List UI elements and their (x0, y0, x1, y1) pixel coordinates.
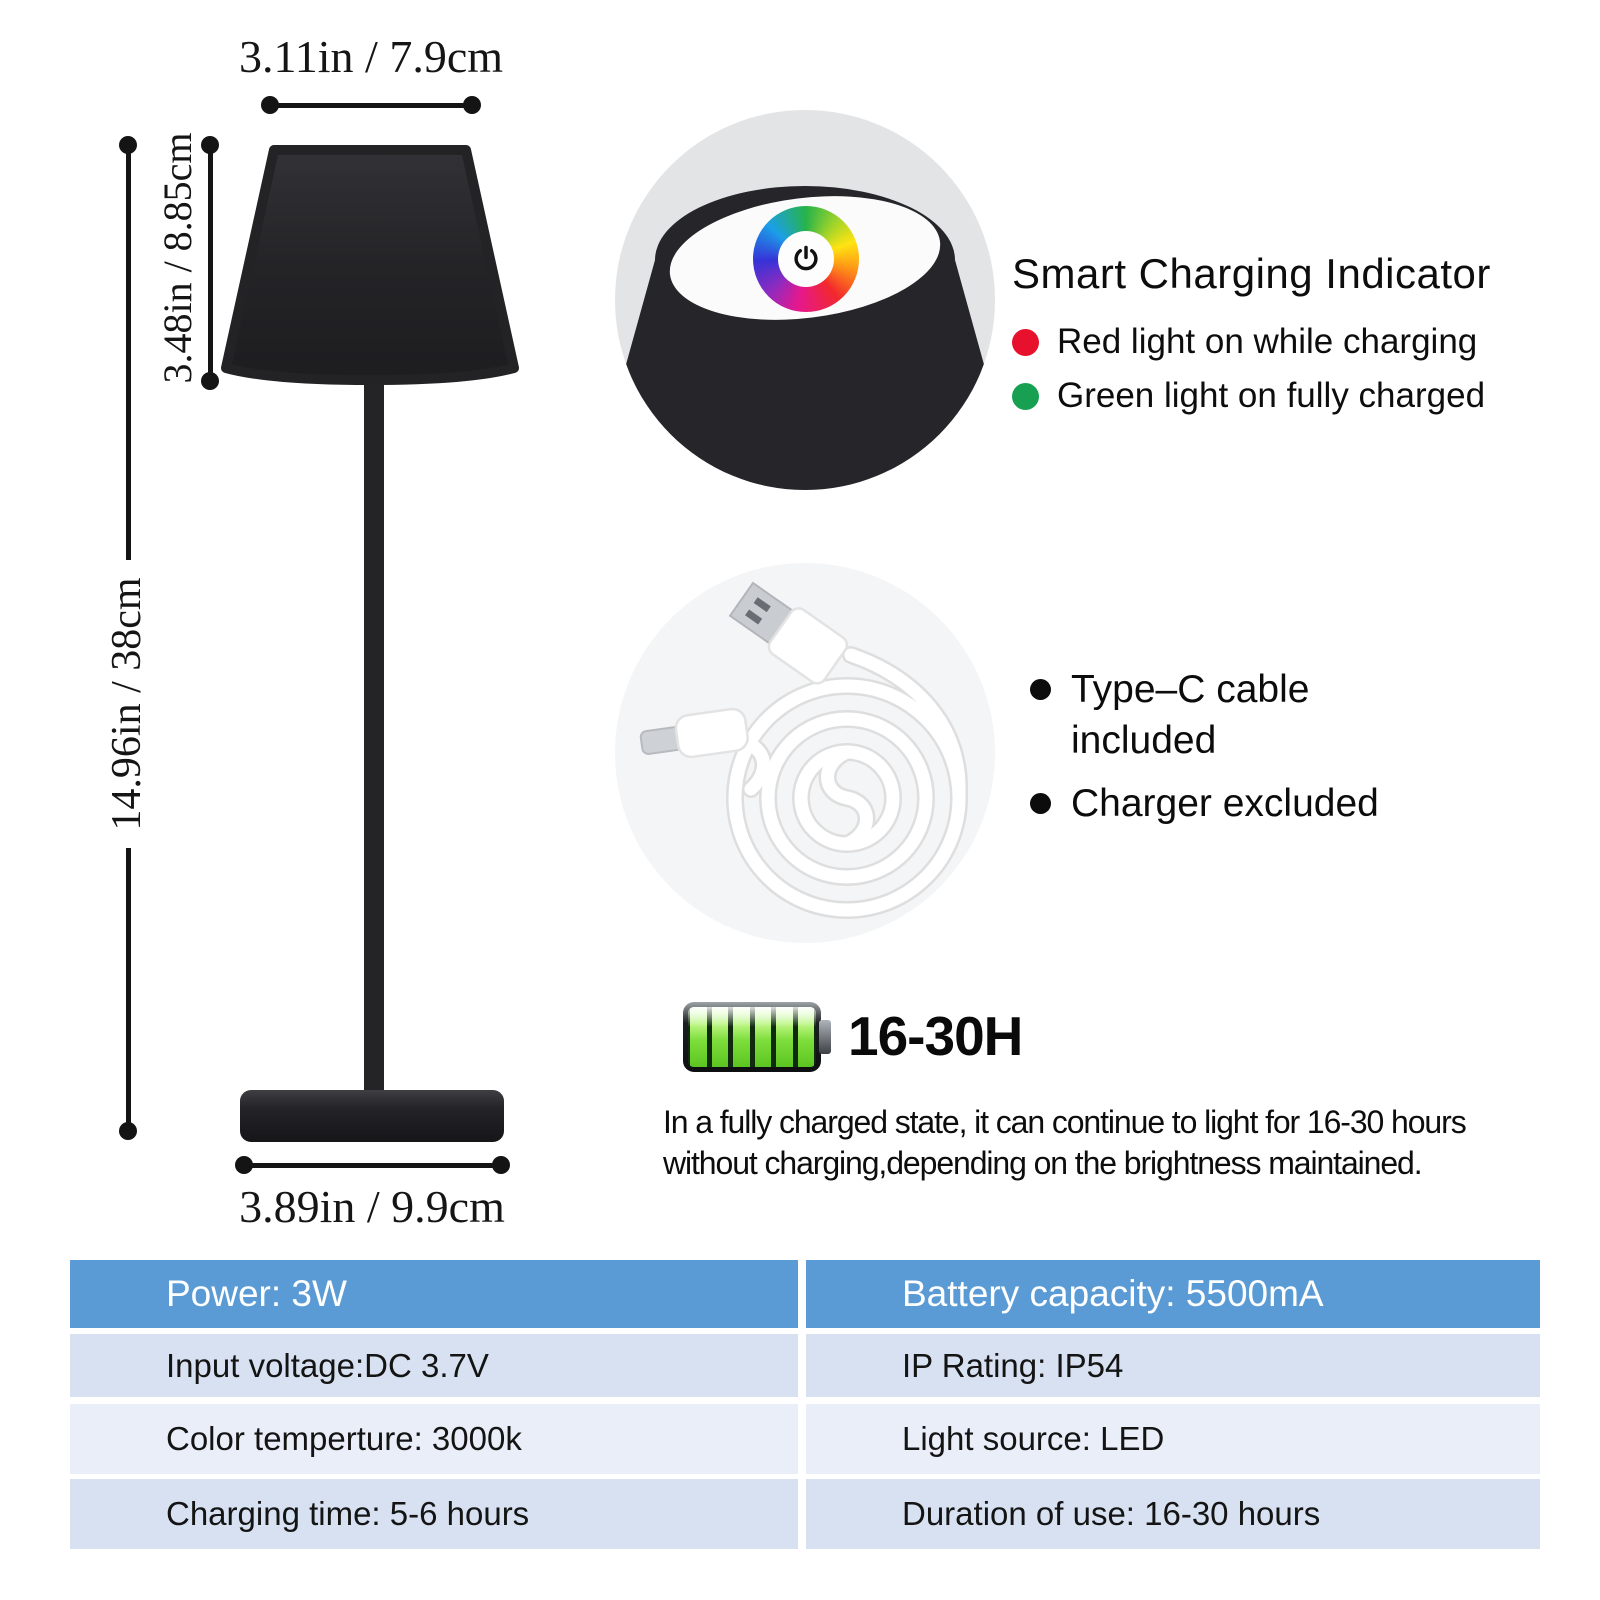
spec-cell: Input voltage:DC 3.7V (70, 1334, 798, 1397)
charging-indicator-list: Red light on while charging Green light … (1012, 322, 1572, 430)
dim-dot (463, 96, 481, 114)
list-item: Type–C cable included (1030, 664, 1510, 766)
bullet-dot (1030, 793, 1051, 814)
spec-header-power: Power: 3W (70, 1260, 798, 1328)
spec-table-row: Color temperture: 3000k Light source: LE… (70, 1404, 1540, 1474)
spec-cell: Light source: LED (806, 1404, 1540, 1474)
dim-total-height-label: 14.96in / 38cm (104, 577, 150, 831)
power-icon (794, 245, 818, 271)
lamp-shade (221, 145, 519, 385)
dim-shade-height-line (208, 145, 213, 381)
spec-header-battery: Battery capacity: 5500mA (806, 1260, 1540, 1328)
list-item-label: Green light on fully charged (1057, 376, 1486, 415)
dim-dot (201, 136, 219, 154)
list-item: Charger excluded (1030, 778, 1510, 829)
list-item-label: Charger excluded (1071, 782, 1379, 825)
lamp-illustration (221, 145, 519, 1142)
usb-cable-illustration (639, 581, 969, 919)
red-status-dot (1012, 328, 1039, 356)
green-status-dot (1012, 382, 1039, 410)
lamp-stem (364, 366, 384, 1098)
battery-terminal (819, 1020, 831, 1054)
dim-dot (235, 1156, 253, 1174)
dim-base-width-label: 3.89in / 9.9cm (239, 1181, 505, 1232)
list-item: Red light on while charging (1012, 322, 1572, 362)
cable-info-list: Type–C cable included Charger excluded (1030, 664, 1510, 841)
usb-a-connector (728, 581, 849, 685)
spec-table-row: Input voltage:DC 3.7V IP Rating: IP54 (70, 1334, 1540, 1397)
dim-total-height-line-bottom (126, 848, 131, 1130)
dim-top-width-label: 3.11in / 7.9cm (238, 31, 504, 82)
spec-cell: Charging time: 5-6 hours (70, 1479, 798, 1549)
spec-cell: IP Rating: IP54 (806, 1334, 1540, 1397)
dim-dot (119, 136, 137, 154)
usb-c-connector (639, 707, 749, 759)
spec-table: Power: 3W Battery capacity: 5500mA Input… (70, 1260, 1540, 1549)
battery-duration: 16-30H (848, 1005, 1023, 1067)
lamp-base (240, 1090, 504, 1142)
dim-dot (201, 372, 219, 390)
dim-base-width-line (244, 1163, 501, 1168)
dim-shade-height-label: 3.48in / 8.85cm (155, 132, 200, 384)
spec-table-row: Charging time: 5-6 hours Duration of use… (70, 1479, 1540, 1549)
dim-dot (261, 96, 279, 114)
dim-dot (492, 1156, 510, 1174)
dim-top-width-line (270, 103, 472, 108)
battery-description: In a fully charged state, it can continu… (663, 1104, 1467, 1181)
bullet-dot (1030, 679, 1051, 700)
dim-dot (119, 1122, 137, 1140)
charging-indicator-photo (615, 110, 995, 490)
spec-cell: Color temperture: 3000k (70, 1404, 798, 1474)
spec-cell: Duration of use: 16-30 hours (806, 1479, 1540, 1549)
power-button (778, 231, 834, 287)
charging-indicator-title: Smart Charging Indicator (1012, 250, 1491, 297)
cable-photo (615, 563, 995, 943)
dim-total-height-line-top (126, 147, 131, 560)
spec-table-header-row: Power: 3W Battery capacity: 5500mA (70, 1260, 1540, 1328)
list-item-label: Red light on while charging (1057, 322, 1478, 361)
list-item: Green light on fully charged (1012, 376, 1572, 416)
battery-icon (683, 1002, 831, 1072)
list-item-label: Type–C cable included (1071, 668, 1310, 762)
